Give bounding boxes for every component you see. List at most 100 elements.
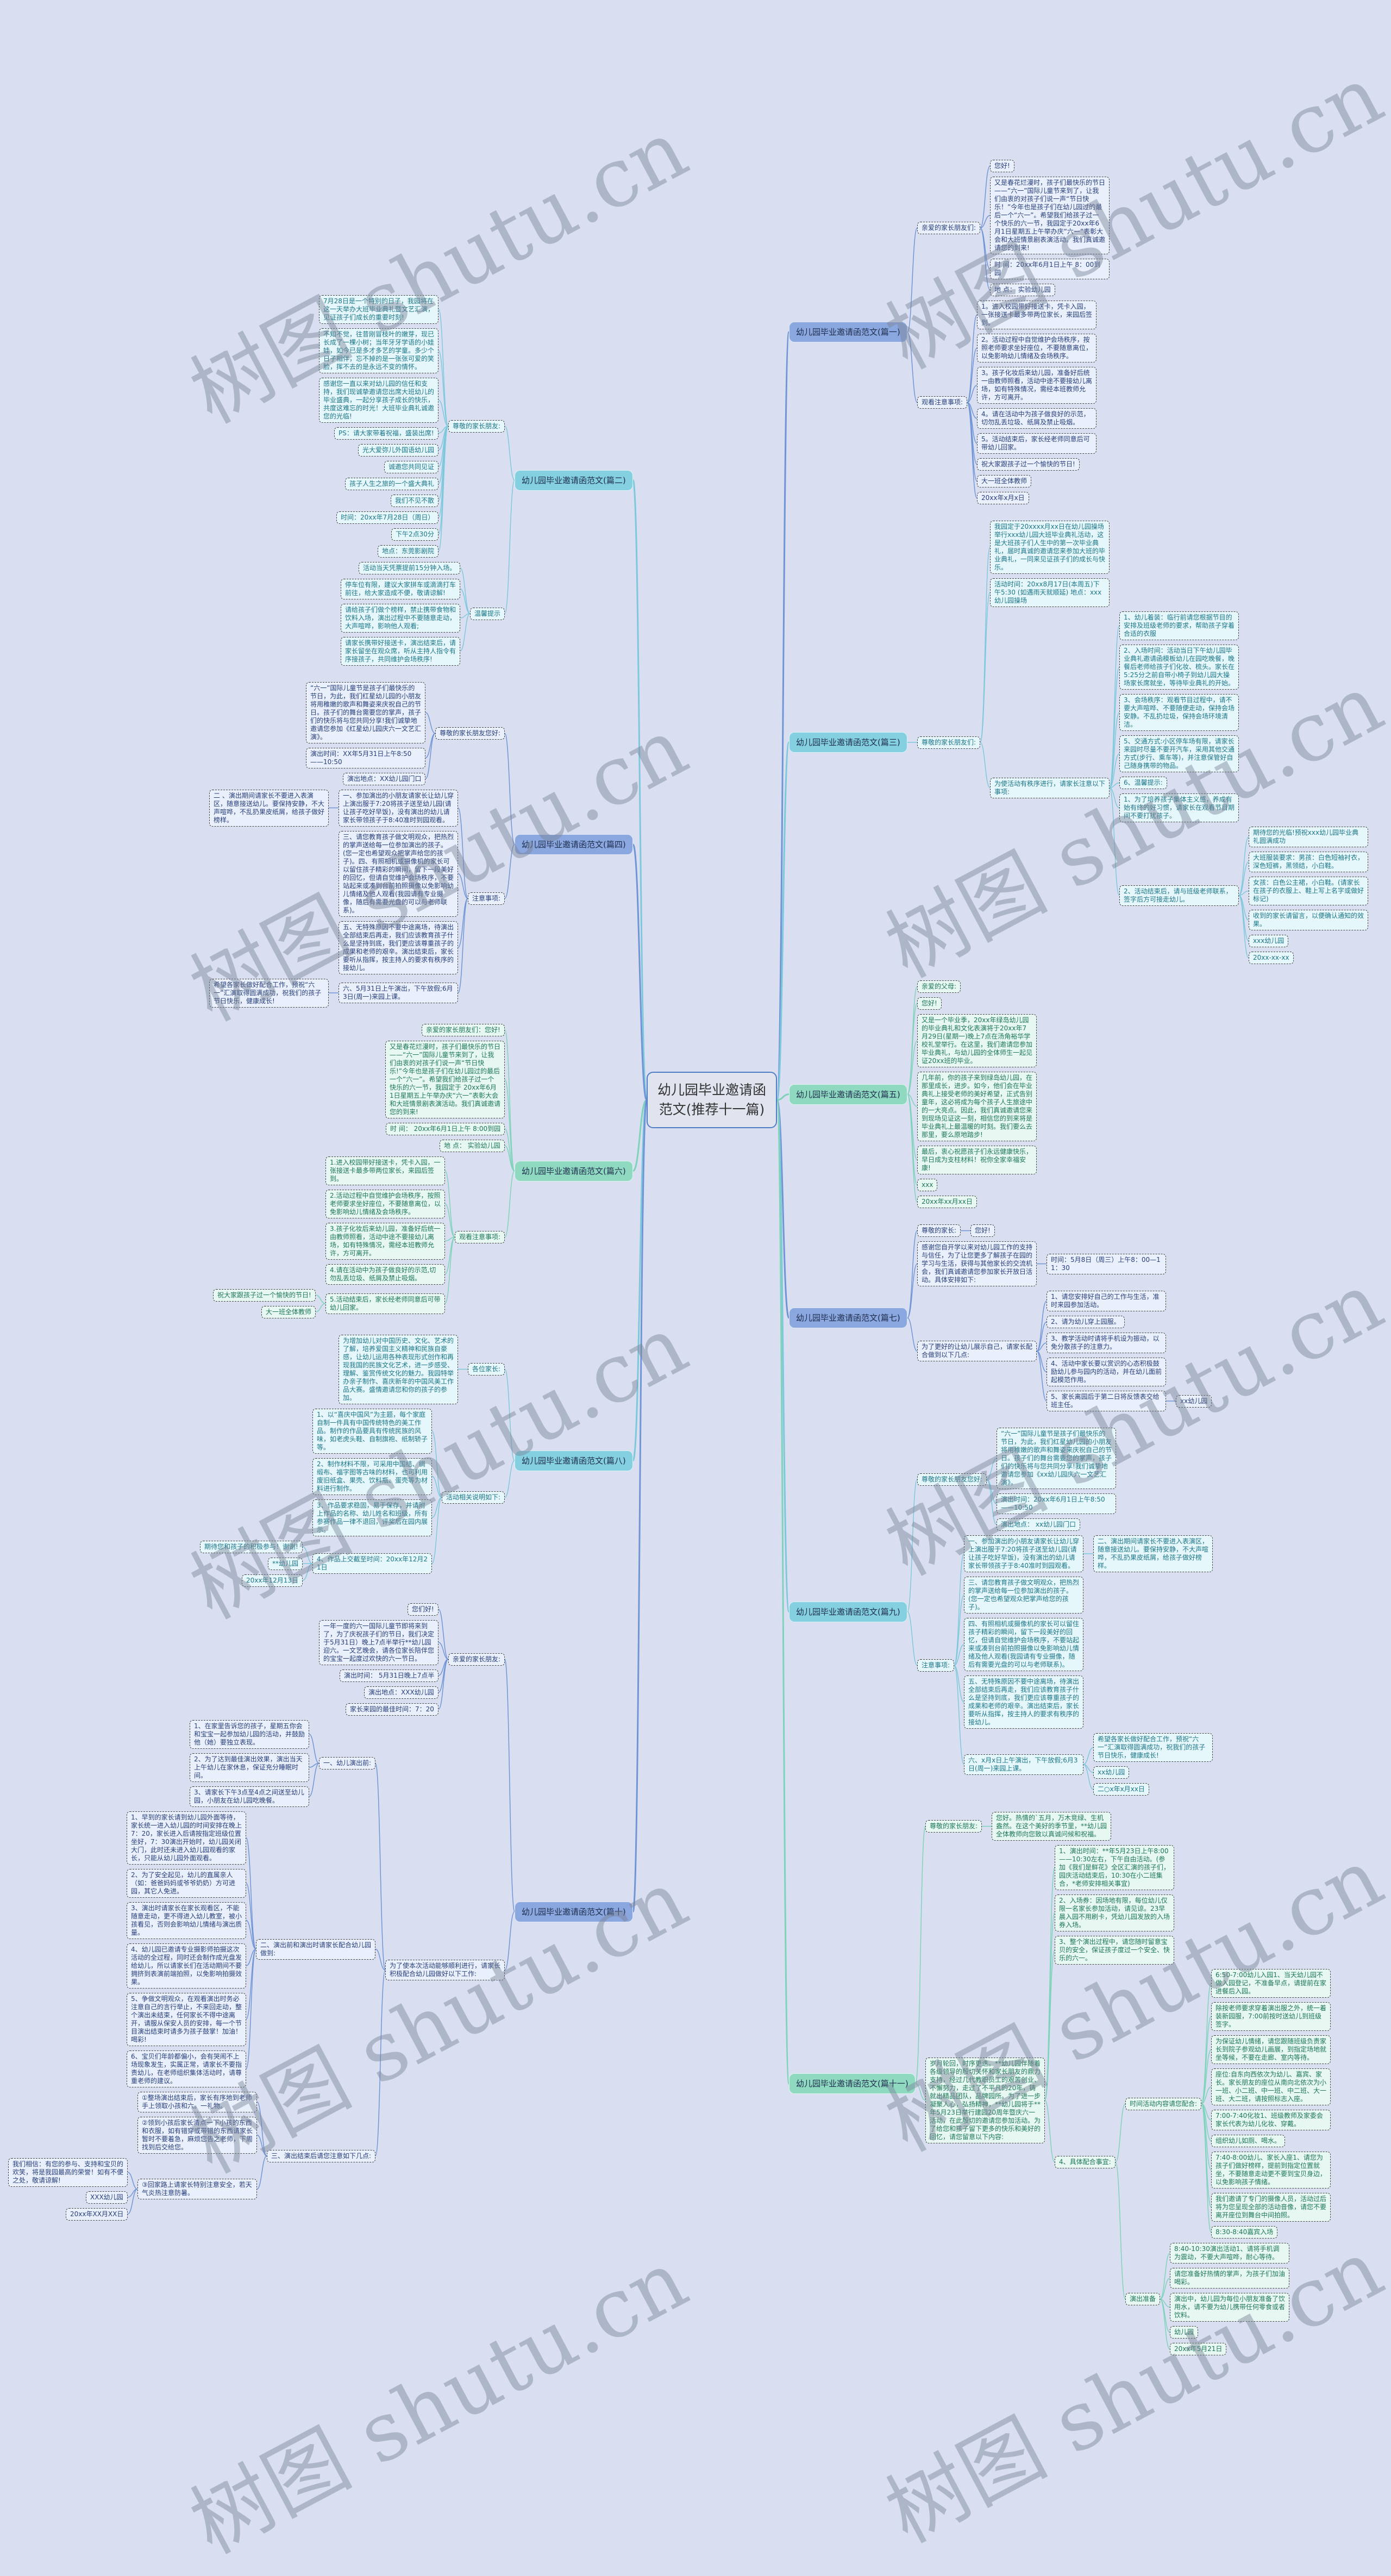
leaf-node[interactable]: 活动时间：20xx8月17日(本周五)下午5:30 (如遇雨天就顺延) 地点：x… bbox=[990, 578, 1110, 607]
leaf-node[interactable]: xxx bbox=[917, 1179, 938, 1191]
branch-topic[interactable]: 幼儿园毕业邀请函范文(篇五) bbox=[789, 1084, 907, 1105]
leaf-node[interactable]: 6、温馨提示: bbox=[1119, 777, 1167, 789]
leaf-node[interactable]: 演出地点：XX幼儿园门口 bbox=[343, 772, 426, 785]
leaf-node[interactable]: xxx幼儿园 bbox=[1249, 935, 1289, 947]
leaf-node[interactable]: ②领到小孩后家长清点一下小孩的东西和衣服，如有错穿或带错的东西请家长暂时不要着急… bbox=[137, 2116, 257, 2154]
leaf-node[interactable]: 地点：东莞影剧院 bbox=[378, 545, 439, 558]
subtopic-node[interactable]: 时间活动内容请您配合: bbox=[1125, 2097, 1202, 2110]
leaf-node[interactable]: 8:30-8:40嘉宾入场 bbox=[1211, 2226, 1278, 2239]
leaf-node[interactable]: 二 、演出期间请家长不要进入表演区，随意接送幼儿。要保持安静，不大声喧哗，不乱扔… bbox=[209, 789, 329, 827]
subtopic-node[interactable]: 一、参加演出的小朋友请家长让幼儿穿上演出服于7:20将孩子送至幼儿园(请让孩子吃… bbox=[964, 1535, 1083, 1572]
leaf-node[interactable]: 我们邀请了专门的摄像人员，活动过后将为您呈现全部的活动音像，请您不要离开座位到舞… bbox=[1211, 2193, 1331, 2222]
leaf-node[interactable]: xx幼儿园 bbox=[1093, 1766, 1130, 1779]
leaf-node[interactable]: 幼儿园 bbox=[1170, 2326, 1199, 2339]
leaf-node[interactable]: 我们相信：有您的参与、支持和宝贝的欢笑，将是我园最高的荣誉！如有不便之处，敬请谅… bbox=[8, 2158, 128, 2187]
leaf-node[interactable]: 活动当天凭票提前15分钟入场。 bbox=[359, 561, 461, 574]
leaf-node[interactable]: 下午2点30分 bbox=[391, 528, 438, 541]
subtopic-node[interactable]: 为了更好的让幼儿展示自己，请家长配合做到以下几点: bbox=[917, 1341, 1037, 1361]
subtopic-node[interactable]: 尊敬的家长朋友们: bbox=[917, 736, 981, 749]
branch-topic[interactable]: 幼儿园毕业邀请函范文(篇三) bbox=[789, 732, 907, 753]
leaf-node[interactable]: 希望各家长做好配合工作，预祝“六一”汇演取得圆满成功，祝我们的孩子节日快乐，健康… bbox=[1093, 1733, 1213, 1762]
subtopic-node[interactable]: 尊敬的家长朋友: bbox=[925, 1820, 982, 1833]
leaf-node[interactable]: 7:00-7:40化妆1、班级教师及家委会家长代表为幼儿化妆、穿戴。 bbox=[1211, 2110, 1331, 2130]
leaf-node[interactable]: 又是一个毕业季，20xx年绿岛幼儿园的毕业典礼和文化表演将于20xx年7月29日… bbox=[917, 1014, 1037, 1067]
leaf-node[interactable]: 希望各家长做好配合工作，预祝“六一”汇演取得圆满成功，祝我们的孩子节日快乐，健康… bbox=[209, 978, 329, 1008]
subtopic-node[interactable]: 岁月轮回，时序更迭。**幼儿园伴随着各级领导的殷切关怀和家长朋友的鼎力支持，经过… bbox=[925, 2057, 1045, 2143]
leaf-node[interactable]: 20xx年5月21日 bbox=[1170, 2343, 1227, 2355]
leaf-node[interactable]: 除按老师要求穿着演出服之外，统一着装新园服，7:00前按时送幼儿到班级签字。 bbox=[1211, 2002, 1331, 2031]
leaf-node[interactable]: 4。请在活动中为孩子做良好的示范，切勿乱丢垃圾、纸屑及禁止吸烟。 bbox=[977, 408, 1096, 429]
subtopic-node[interactable]: 为使活动有秩序进行，请家长注意以下事项: bbox=[990, 777, 1110, 798]
leaf-node[interactable]: 您好! bbox=[990, 160, 1014, 172]
leaf-node[interactable]: 您好! bbox=[970, 1224, 995, 1237]
leaf-node[interactable]: **幼儿园 bbox=[268, 1557, 303, 1570]
branch-topic[interactable]: 幼儿园毕业邀请函范文(篇六) bbox=[515, 1160, 633, 1181]
leaf-node[interactable]: 1。进入校园带好接送卡，凭卡入园，一张接送卡最多带两位家长，来园后签到。 bbox=[977, 301, 1096, 329]
leaf-node[interactable]: 请您准备好热情的掌声，为孩子们加油喝彩。 bbox=[1170, 2268, 1289, 2289]
leaf-node[interactable]: 2、请为幼儿穿上园服。 bbox=[1047, 1316, 1125, 1328]
leaf-node[interactable]: 座位:自东向西依次为幼儿、嘉宾、家长。家长朋友的座位从南向北依次为小一班、小二班… bbox=[1211, 2068, 1331, 2105]
leaf-node[interactable]: 3、教学活动时请将手机设为振动，以免分散孩子的注意力。 bbox=[1047, 1333, 1166, 1353]
leaf-node[interactable]: 祝大家跟孩子过一个愉快的节日! bbox=[213, 1289, 316, 1302]
leaf-node[interactable]: 大班服装要求：男孩：白色短袖衬衣，深色短裤，黑领结，小白鞋。 bbox=[1249, 852, 1368, 872]
leaf-node[interactable]: 时 间： 20xx年6月1日上午 8:00到园 bbox=[386, 1122, 505, 1135]
leaf-node[interactable]: 5、争做文明观众，在观看演出时务必注意自己的言行举止，不来回走动，整个演出未结束… bbox=[127, 1992, 246, 2046]
leaf-node[interactable]: 1、演出时间：**年5月23日上午8:00——10:30左右，下午自由活动。(参… bbox=[1055, 1845, 1174, 1890]
leaf-node[interactable]: 2、制作材料不限，可采用中国结、绸缎布、福字图等古味的材料，也可利用废旧纸盒、果… bbox=[312, 1458, 432, 1495]
leaf-node[interactable]: 不知不觉，往昔刚冒枝叶的嫩芽，现已长成了一棵小树；当年牙牙学语的小娃娃，如今已是… bbox=[319, 328, 438, 373]
leaf-node[interactable]: 2、为了安全起见，幼儿的直属亲人（如：爸爸妈妈或爷爷奶奶）方可进园，其它人免进。 bbox=[127, 1868, 246, 1898]
leaf-node[interactable]: 孩子人生之旅的一个盛大典礼 bbox=[345, 477, 439, 490]
subtopic-node[interactable]: 2、活动结束后，请与班级老师联系，签字后方可接走幼儿。 bbox=[1119, 885, 1239, 906]
leaf-node[interactable]: 1、在家里告诉您的孩子，星期五你会和宝宝一起参加幼儿园的活动，并鼓励他（她）要独… bbox=[190, 1720, 309, 1749]
subtopic-node[interactable]: 观看注意事项: bbox=[455, 1231, 505, 1243]
leaf-node[interactable]: 3、演出时请家长在家长观看区，不能随意走动，更不得进入幼儿教室，被小孩看见，否则… bbox=[127, 1902, 246, 1939]
leaf-node[interactable]: 3、作品要求稳固，易于保存，并请附上作品的名称、幼儿姓名和班级，所有参赛作品一律… bbox=[312, 1499, 432, 1536]
leaf-node[interactable]: 5、交通方式:小区停车场有限，请家长来园时尽量不要开汽车，采用其他交通方式(步行… bbox=[1119, 735, 1239, 772]
leaf-node[interactable]: 4、幼儿园已邀请专业摄影师拍摄这次活动的全过程，同时还会制作成光盘发给幼儿，所以… bbox=[127, 1943, 246, 1989]
subtopic-node[interactable]: 尊敬的家长朋友您好: bbox=[435, 727, 505, 740]
subtopic-node[interactable]: 亲爱的家长朋友: bbox=[448, 1653, 505, 1666]
leaf-node[interactable]: 三、请您教育孩子做文明观众，把热烈的掌声送给每一位参加演出的孩子。(您一定也希望… bbox=[964, 1577, 1083, 1614]
branch-topic[interactable]: 幼儿园毕业邀请函范文(篇二) bbox=[515, 470, 633, 491]
subtopic-node[interactable]: 六、x月x日上午演出，下午放假;6月3日(周一)来园上课。 bbox=[964, 1754, 1083, 1775]
branch-topic[interactable]: 幼儿园毕业邀请函范文(篇八) bbox=[515, 1450, 633, 1471]
leaf-node[interactable]: “六一”国际儿童节是孩子们最快乐的节日，为此，我们红星幼儿园的小朋友将用稚嫩的歌… bbox=[997, 1428, 1116, 1489]
subtopic-node[interactable]: 亲爱的家长朋友们: bbox=[917, 222, 981, 234]
leaf-node[interactable]: 我们不见不散 bbox=[391, 494, 439, 507]
leaf-node[interactable]: 为增加幼儿对中国历史、文化、艺术的了解，培养爱国主义精神和民族自豪感，让幼儿运用… bbox=[339, 1334, 458, 1404]
leaf-node[interactable]: 四、有照相机或摄像机的家长可以留住孩子精彩的瞬间，留下一段美好的回忆，但请自觉维… bbox=[964, 1618, 1083, 1671]
leaf-node[interactable]: 请给孩子们做个榜样，禁止携带食物和饮料入场，演出过程中不要随意走动，大声喧哗，影… bbox=[341, 603, 460, 633]
leaf-node[interactable]: 4.请在活动中为孩子做良好的示范,切勿乱丢垃圾、纸屑及禁止吸烟。 bbox=[325, 1264, 445, 1285]
leaf-node[interactable]: 又是春花烂漫时，孩子们最快乐的节日——“六一”国际儿童节来到了，让我们由衷的对孩… bbox=[385, 1040, 505, 1118]
leaf-node[interactable]: 时间：5月8日（周三）上午8：00—11：30 bbox=[1047, 1253, 1166, 1274]
leaf-node[interactable]: 家长来园的最佳时间：7：20 bbox=[346, 1703, 438, 1716]
leaf-node[interactable]: xx幼儿园 bbox=[1176, 1395, 1212, 1408]
leaf-node[interactable]: 20xx年XX月XX日 bbox=[66, 2208, 128, 2221]
leaf-node[interactable]: 20xx-xx-xx bbox=[1249, 952, 1294, 964]
leaf-node[interactable]: 6、宝贝们年龄都偏小，会有哭闹不上场现象发生，实属正常，请家长不要指责幼儿，在老… bbox=[127, 2050, 246, 2087]
leaf-node[interactable]: 20xx年xx月xx日 bbox=[917, 1196, 977, 1208]
leaf-node[interactable]: 7月28日是一个特别的日子，我园将在这一天举办大班毕业典礼暨文艺汇演，见证孩子们… bbox=[319, 295, 438, 324]
leaf-node[interactable]: 一年一度的六一国际儿童节即将来到了，为了庆祝孩子们的节日，我们决定于5月31日）… bbox=[319, 1620, 438, 1665]
leaf-node[interactable]: 收到的家长请留言，以便确认通知的效果。 bbox=[1249, 910, 1368, 930]
branch-topic[interactable]: 幼儿园毕业邀请函范文(篇九) bbox=[789, 1601, 907, 1622]
leaf-node[interactable]: 1.进入校园带好接送卡，凭卡入园，一张接送卡最多带两位家长，来园后签到。 bbox=[325, 1156, 445, 1185]
leaf-node[interactable]: 五、无特殊原因不要中途离场，待演出全部结束后再走，我们应该教育孩子什么是坚持到底… bbox=[964, 1675, 1083, 1729]
subtopic-node[interactable]: 一、幼儿演出前: bbox=[319, 1757, 376, 1770]
leaf-node[interactable]: 感谢您一直以来对幼儿园的信任和支持，我们现诚挚邀请您出席大班幼儿的毕业盛典，一起… bbox=[319, 377, 438, 423]
leaf-node[interactable]: 7:40-8:00幼儿、家长入座1、请您为孩子们做好榜样，提前到指定位置就坐，不… bbox=[1211, 2152, 1331, 2189]
subtopic-node[interactable]: 5、家长离园后于第二日将反馈表交给班主任。 bbox=[1047, 1391, 1166, 1411]
subtopic-node[interactable]: 三、演出结束后请您注意如下几点: bbox=[267, 2149, 376, 2162]
subtopic-node[interactable]: ③回家路上请家长特别注意安全，若天气炎热注意防暑。 bbox=[137, 2179, 257, 2199]
root-topic[interactable]: 幼儿园毕业邀请函范文(推荐十一篇) bbox=[647, 1072, 777, 1128]
leaf-node[interactable]: 6:50-7:00幼儿入园1、当天幼儿园不做入园登记，不准备早点，请提前在家进餐… bbox=[1211, 1969, 1331, 1998]
branch-topic[interactable]: 幼儿园毕业邀请函范文(篇十) bbox=[515, 1901, 633, 1922]
leaf-node[interactable]: 演出中，幼儿园为每位小朋友准备了饮用水，请不要为幼儿携带任何零食或者饮料。 bbox=[1170, 2293, 1289, 2322]
leaf-node[interactable]: 期待您的光临!预祝xxx幼儿园毕业典礼圆满成功 bbox=[1249, 827, 1368, 847]
leaf-node[interactable]: 最后，衷心祝愿孩子们永远健康快乐，早日成为支柱材料！祝你全家幸福安康! bbox=[917, 1146, 1037, 1174]
leaf-node[interactable]: 为保证幼儿情绪，请您跟随班级负责家长到院子参观幼儿画展，到指定场地就坐等候，不要… bbox=[1211, 2035, 1331, 2064]
leaf-node[interactable]: 3、请家长下午3点至4点之间送至幼儿园，小朋友在幼儿园吃晚餐。 bbox=[190, 1786, 309, 1807]
leaf-node[interactable]: 1、幼儿着装：临行前请您根据节目的安排及班级老师的要求，帮助孩子穿着合适的衣服 bbox=[1119, 611, 1239, 640]
subtopic-node[interactable]: 活动相关说明如下: bbox=[442, 1491, 505, 1504]
leaf-node[interactable]: 祝大家跟孩子过一个愉快的节日! bbox=[977, 458, 1080, 471]
